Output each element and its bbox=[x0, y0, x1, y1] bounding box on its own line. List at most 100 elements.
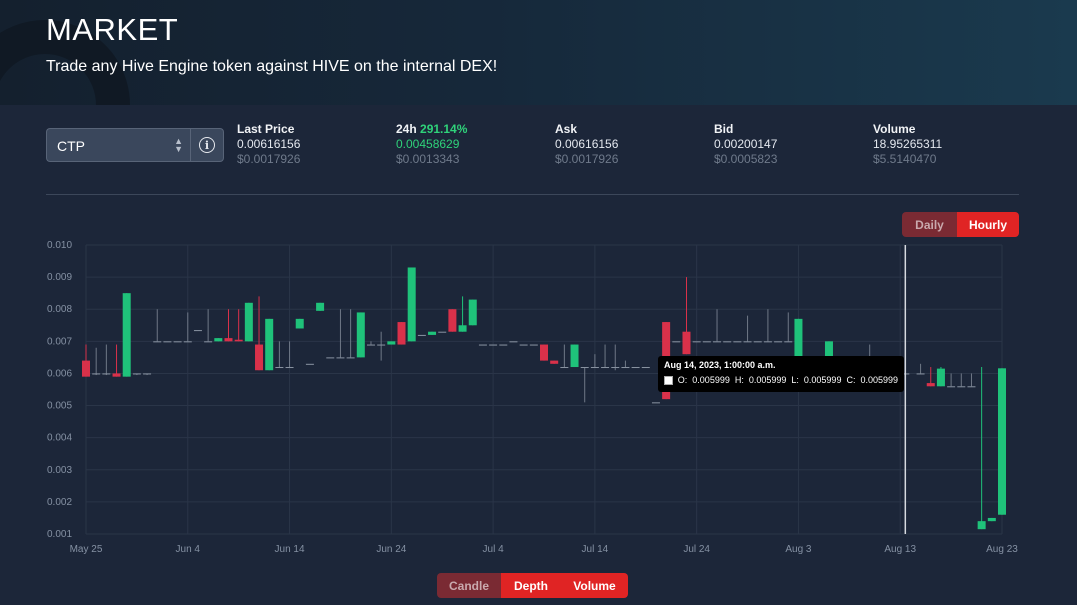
y-tick-label: 0.001 bbox=[47, 529, 72, 540]
candle-body bbox=[285, 367, 294, 369]
hourly-button[interactable]: Hourly bbox=[957, 212, 1019, 237]
x-tick-label: Aug 23 bbox=[986, 544, 1018, 555]
candlestick-chart[interactable]: 0.010 0.009 0.008 0.007 0.006 0.005 0.004 0.003… bbox=[0, 230, 1077, 560]
candle-body bbox=[346, 357, 355, 359]
stat-volume: Volume 18.95265311 $5.5140470 bbox=[873, 122, 942, 167]
tooltip-l-label: L: bbox=[791, 375, 799, 385]
candle-body bbox=[936, 368, 945, 387]
candle-body bbox=[509, 341, 518, 343]
candle-body bbox=[590, 367, 599, 369]
stat-change-percent: 291.14% bbox=[420, 122, 468, 136]
candle-body bbox=[998, 368, 1006, 515]
x-tick-label: Aug 3 bbox=[785, 544, 812, 555]
y-tick-label: 0.006 bbox=[47, 368, 72, 379]
candle-body bbox=[438, 331, 447, 333]
candle-body bbox=[651, 402, 660, 404]
x-tick-label: Jul 24 bbox=[683, 544, 710, 555]
tooltip-title: Aug 14, 2023, 1:00:00 a.m. bbox=[664, 360, 776, 370]
candle-body bbox=[672, 341, 681, 343]
candle-body bbox=[163, 341, 172, 343]
candle-body bbox=[193, 330, 202, 332]
candle-body bbox=[550, 360, 559, 364]
token-select[interactable]: CTP ▲ ▼ bbox=[46, 128, 191, 162]
stat-value: 0.00200147 bbox=[714, 137, 778, 151]
daily-button[interactable]: Daily bbox=[902, 212, 957, 237]
candle-body bbox=[926, 383, 935, 387]
x-tick-label: May 25 bbox=[70, 544, 103, 555]
candle-body bbox=[295, 318, 304, 329]
stat-label: Ask bbox=[555, 122, 578, 136]
stat-label: Last Price bbox=[237, 122, 295, 136]
candle-body bbox=[967, 386, 976, 388]
stat-value: 0.00616156 bbox=[237, 137, 301, 151]
candle-tooltip: Aug 14, 2023, 1:00:00 a.m. O: 0.005999 H:… bbox=[658, 356, 904, 392]
candle-body bbox=[112, 373, 121, 377]
candle-body bbox=[631, 367, 640, 369]
divider bbox=[46, 194, 1019, 195]
tooltip-o: 0.005999 bbox=[692, 375, 730, 385]
stat-value: 0.00458629 bbox=[396, 137, 460, 151]
candle-body bbox=[173, 341, 182, 343]
candle-body bbox=[692, 341, 701, 343]
candle-body bbox=[448, 309, 457, 332]
candle-body bbox=[499, 344, 508, 346]
candle-body bbox=[489, 344, 498, 346]
page-subtitle: Trade any Hive Engine token against HIVE… bbox=[46, 58, 498, 75]
volume-button[interactable]: Volume bbox=[561, 573, 628, 598]
candle-body bbox=[458, 325, 467, 332]
x-tick-label: Jul 4 bbox=[483, 544, 505, 555]
stat-usd: $0.0013343 bbox=[396, 152, 460, 166]
view-toggle: Candle Depth Volume bbox=[437, 573, 628, 598]
stat-label: 24h 291.14% bbox=[396, 122, 467, 137]
candle-body bbox=[580, 367, 589, 369]
x-tick-label: Aug 13 bbox=[884, 544, 916, 555]
info-icon: i bbox=[199, 137, 215, 153]
candle-body bbox=[244, 302, 253, 342]
candle-body bbox=[224, 338, 233, 342]
token-select-value: CTP bbox=[57, 138, 85, 154]
series-swatch-icon bbox=[664, 375, 673, 385]
candle-body bbox=[916, 373, 925, 375]
candle-body bbox=[529, 344, 538, 346]
y-tick-label: 0.005 bbox=[47, 401, 72, 412]
candle-button[interactable]: Candle bbox=[437, 573, 501, 598]
candle-body bbox=[611, 367, 620, 369]
stat-usd: $0.0005823 bbox=[714, 152, 778, 166]
token-info-button[interactable]: i bbox=[190, 128, 224, 162]
stat-value: 0.00616156 bbox=[555, 137, 619, 151]
candle-body bbox=[234, 339, 243, 342]
candle-body bbox=[153, 341, 162, 343]
y-tick-label: 0.007 bbox=[47, 336, 72, 347]
candle-body bbox=[824, 341, 833, 361]
tooltip-ohlc: O: 0.005999 H: 0.005999 L: 0.005999 C: 0.005… bbox=[664, 375, 898, 385]
candle-body bbox=[977, 521, 986, 530]
candle-body bbox=[733, 341, 742, 343]
candle-body bbox=[275, 367, 284, 369]
page-title: MARKET bbox=[46, 12, 179, 47]
candle-body bbox=[366, 344, 375, 346]
x-tick-label: Jul 14 bbox=[582, 544, 609, 555]
tooltip-c-label: C: bbox=[846, 375, 856, 385]
stat-bid: Bid 0.00200147 $0.0005823 bbox=[714, 122, 777, 167]
candle-body bbox=[682, 331, 691, 355]
candle-body bbox=[794, 318, 803, 361]
candle-body bbox=[316, 302, 325, 311]
candle-body bbox=[753, 341, 762, 343]
candle-body bbox=[713, 341, 722, 343]
candle-body bbox=[204, 341, 213, 343]
stat-usd: $0.0017926 bbox=[555, 152, 619, 166]
candle-body bbox=[947, 386, 956, 388]
candle-body bbox=[143, 373, 152, 375]
candle-body bbox=[356, 312, 365, 358]
chevron-updown-icon: ▲ ▼ bbox=[174, 136, 183, 154]
tooltip-h: 0.005999 bbox=[748, 375, 787, 385]
stat-label: Bid bbox=[714, 122, 734, 136]
y-tick-label: 0.010 bbox=[47, 240, 72, 251]
depth-button[interactable]: Depth bbox=[501, 573, 561, 598]
y-tick-label: 0.003 bbox=[47, 465, 72, 476]
tooltip-h-label: H: bbox=[734, 375, 744, 385]
candle-body bbox=[265, 318, 274, 371]
candle-body bbox=[387, 341, 396, 345]
candle-body bbox=[92, 373, 101, 375]
candle-body bbox=[560, 367, 569, 369]
